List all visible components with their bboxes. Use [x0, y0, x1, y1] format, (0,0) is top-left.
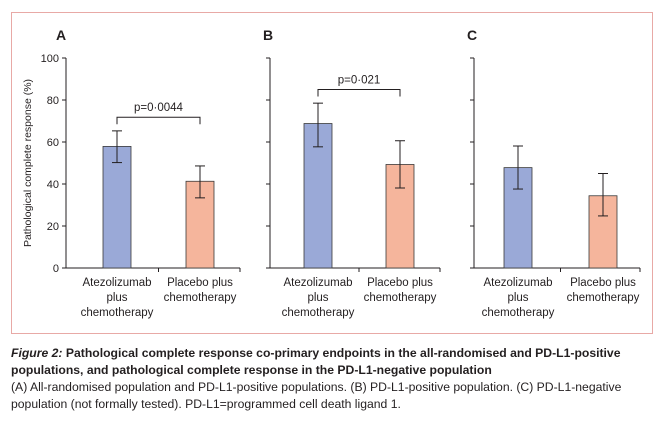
- p-value-annotation: p=0·0044: [134, 102, 184, 114]
- panel-label-b: B: [263, 27, 273, 43]
- y-tick-label: 100: [41, 53, 59, 65]
- y-tick-label: 20: [47, 221, 59, 233]
- y-tick-label: 60: [47, 137, 59, 149]
- x-category-label: plus: [106, 292, 127, 304]
- x-category-label: chemotherapy: [482, 307, 555, 319]
- y-axis-label: Pathological complete response (%): [22, 79, 34, 247]
- bar-charts: A 0 20 40 60 80 100 Pathological complete respo…: [22, 27, 641, 319]
- panel-label-a: A: [56, 27, 66, 43]
- caption-title: Pathological complete response co-primar…: [11, 346, 621, 377]
- x-category-label: Atezolizumab: [82, 277, 151, 289]
- x-category-label: chemotherapy: [567, 292, 640, 304]
- panel-label-c: C: [467, 27, 477, 43]
- x-category-label: Atezolizumab: [483, 277, 552, 289]
- p-value-annotation: p=0·021: [338, 75, 381, 87]
- x-category-label: chemotherapy: [364, 292, 437, 304]
- x-category-label: Placebo plus: [167, 277, 233, 289]
- significance-bracket: [317, 89, 401, 97]
- caption-label: Figure 2:: [11, 346, 63, 360]
- y-tick-label: 80: [47, 95, 59, 107]
- x-category-label: plus: [307, 292, 328, 304]
- x-category-label: chemotherapy: [81, 307, 154, 319]
- bar-atezolizumab: [102, 146, 132, 269]
- y-tick-label: 0: [53, 263, 59, 275]
- x-category-label: plus: [507, 292, 528, 304]
- x-category-label: chemotherapy: [282, 307, 355, 319]
- bar-placebo: [185, 180, 215, 269]
- caption-body: (A) All-randomised population and PD-L1-…: [11, 380, 622, 411]
- figure-caption: Figure 2: Pathological complete response…: [11, 345, 659, 413]
- bar-atezolizumab: [303, 123, 333, 269]
- y-tick-label: 40: [47, 179, 59, 191]
- x-category-label: Placebo plus: [570, 277, 636, 289]
- significance-bracket: [116, 116, 201, 125]
- x-category-label: chemotherapy: [164, 292, 237, 304]
- x-category-label: Atezolizumab: [283, 277, 352, 289]
- x-category-label: Placebo plus: [367, 277, 433, 289]
